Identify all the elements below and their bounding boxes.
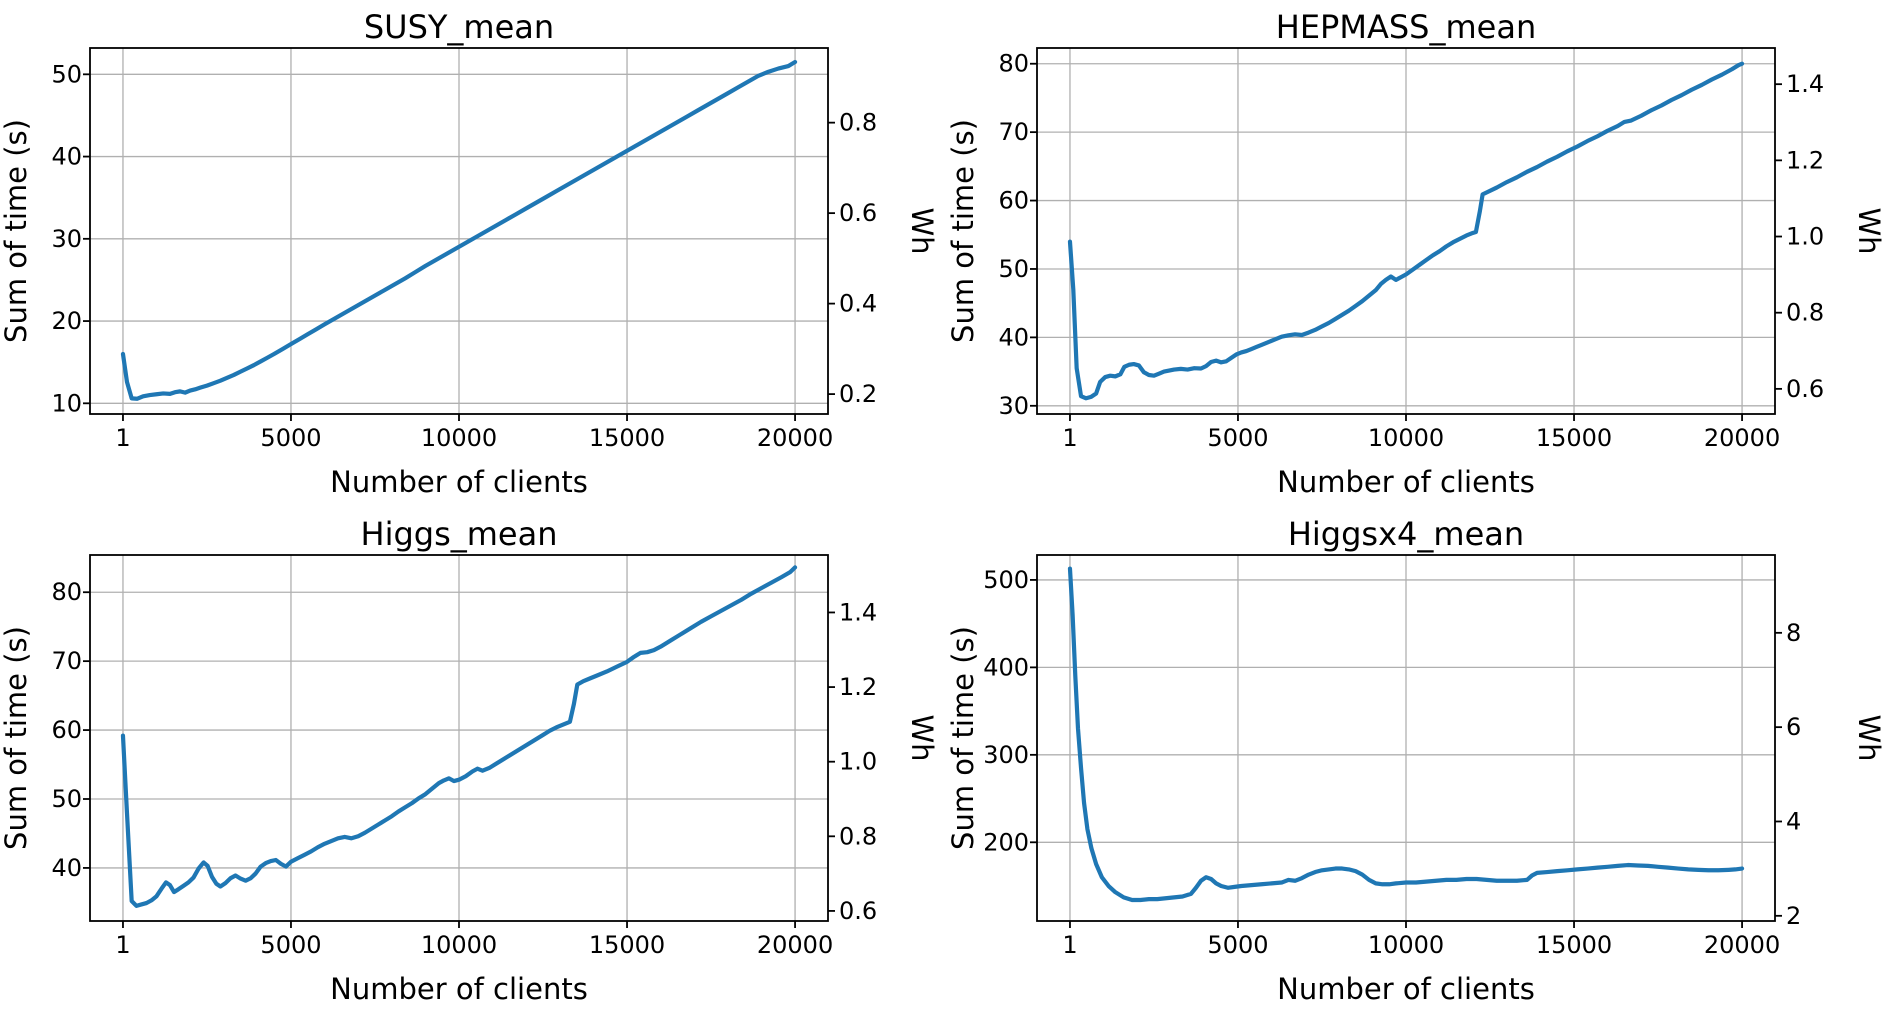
y-axis-label-left: Sum of time (s)	[947, 626, 980, 850]
x-axis-label: Number of clients	[1277, 465, 1535, 499]
y-tick-label-left: 10	[51, 389, 82, 417]
x-tick-label: 15000	[589, 931, 665, 959]
y-tick-label-left: 80	[51, 578, 82, 606]
y-tick-label-right: 0.6	[839, 897, 877, 925]
subplot-higgsx4-mean: 1 5000 10000 15000 20000 200 300 400 500 2 4 6 8 Higg…	[947, 507, 1893, 1013]
y-tick-label-right: 0.4	[839, 290, 877, 318]
x-tick-label: 10000	[1368, 931, 1444, 959]
y-tick-label-left: 80	[998, 50, 1029, 78]
x-tick-label: 1	[1062, 424, 1077, 452]
y-tick-label-left: 20	[51, 307, 82, 335]
x-axis-label: Number of clients	[330, 972, 588, 1006]
y-tick-label-left: 60	[51, 716, 82, 744]
data-line	[1067, 61, 1745, 401]
y-axis-label-right: Wh	[1852, 207, 1886, 254]
data-line	[120, 59, 798, 401]
x-axis-label: Number of clients	[330, 465, 588, 499]
y-tick-label-right: 4	[1786, 807, 1801, 835]
data-line	[1067, 566, 1745, 903]
y-axis-label-left: Sum of time (s)	[0, 626, 33, 850]
y-tick-label-right: 8	[1786, 619, 1801, 647]
y-tick-label-left: 40	[51, 143, 82, 171]
y-axis-label-left: Sum of time (s)	[947, 119, 980, 343]
y-tick-label-right: 0.6	[1786, 375, 1824, 403]
x-tick-label: 15000	[589, 424, 665, 452]
chart-svg: 1 5000 10000 15000 200003040506070800.60.81.…	[947, 8, 1886, 499]
x-tick-label: 15000	[1536, 424, 1612, 452]
y-tick-label-left: 60	[998, 187, 1029, 215]
y-tick-label-right: 2	[1786, 902, 1801, 930]
chart-title: Higgs_mean	[361, 515, 558, 553]
x-tick-label: 1	[1062, 931, 1077, 959]
y-tick-label-right: 1.4	[1786, 70, 1824, 98]
x-tick-label: 20000	[757, 424, 833, 452]
chart-svg: 1 5000 10000 15000 2000010203040500.20.40.60…	[0, 8, 939, 499]
x-tick-label: 20000	[757, 931, 833, 959]
y-tick-label-left: 30	[51, 225, 82, 253]
chart-title: HEPMASS_mean	[1276, 8, 1536, 46]
x-tick-label: 5000	[260, 424, 321, 452]
chart-title: SUSY_mean	[364, 8, 554, 46]
x-tick-label: 5000	[1207, 424, 1268, 452]
x-axis-label: Number of clients	[1277, 972, 1535, 1006]
y-tick-label-right: 1.2	[1786, 146, 1824, 174]
chart-title: Higgsx4_mean	[1288, 515, 1524, 553]
y-tick-label-left: 400	[983, 653, 1029, 681]
y-tick-label-left: 200	[983, 828, 1029, 856]
x-tick-label: 1	[115, 424, 130, 452]
y-tick-label-left: 30	[998, 392, 1029, 420]
y-tick-label-right: 0.8	[839, 109, 877, 137]
subplot-higgs-mean: 1 5000 10000 15000 20000 40 50 60 70 80 0.6 0.8 1.0 1…	[0, 507, 946, 1013]
x-tick-label: 5000	[1207, 931, 1268, 959]
y-tick-label-left: 40	[998, 323, 1029, 351]
y-tick-label-right: 1.0	[839, 748, 877, 776]
y-tick-label-left: 300	[983, 741, 1029, 769]
x-tick-label: 20000	[1704, 931, 1780, 959]
y-tick-label-right: 6	[1786, 713, 1801, 741]
y-axis-label-right: Wh	[905, 207, 939, 254]
x-tick-label: 20000	[1704, 424, 1780, 452]
y-axis-label-right: Wh	[905, 714, 939, 761]
y-tick-label-right: 0.6	[839, 199, 877, 227]
y-tick-label-left: 70	[998, 118, 1029, 146]
y-tick-label-right: 1.0	[1786, 223, 1824, 251]
chart-svg: 1 5000 10000 15000 2000040506070800.60.81.01…	[0, 515, 939, 1006]
y-tick-label-left: 50	[51, 60, 82, 88]
y-tick-label-left: 70	[51, 647, 82, 675]
y-tick-label-left: 50	[51, 785, 82, 813]
x-tick-label: 1	[115, 931, 130, 959]
y-axis-label-right: Wh	[1852, 714, 1886, 761]
data-line	[120, 565, 798, 908]
x-tick-label: 5000	[260, 931, 321, 959]
y-tick-label-right: 1.2	[839, 673, 877, 701]
x-tick-label: 15000	[1536, 931, 1612, 959]
chart-svg: 1 5000 10000 15000 200002003004005002468Higg…	[947, 515, 1886, 1006]
y-tick-label-right: 0.8	[1786, 299, 1824, 327]
y-tick-label-left: 50	[998, 255, 1029, 283]
x-tick-label: 10000	[421, 424, 497, 452]
x-tick-label: 10000	[1368, 424, 1444, 452]
y-tick-label-right: 0.8	[839, 822, 877, 850]
y-axis-label-left: Sum of time (s)	[0, 119, 33, 343]
y-tick-label-left: 40	[51, 854, 82, 882]
y-tick-label-right: 1.4	[839, 598, 877, 626]
y-tick-label-right: 0.2	[839, 380, 877, 408]
subplot-hepmass-mean: 1 5000 10000 15000 20000 30 40 50 60 70 80 0.6 0.8 1.…	[947, 0, 1893, 506]
y-tick-label-left: 500	[983, 566, 1029, 594]
x-tick-label: 10000	[421, 931, 497, 959]
subplot-susy-mean: 1 5000 10000 15000 20000 10 20 30 40 50 0.2 0.4 0.6 0…	[0, 0, 946, 506]
